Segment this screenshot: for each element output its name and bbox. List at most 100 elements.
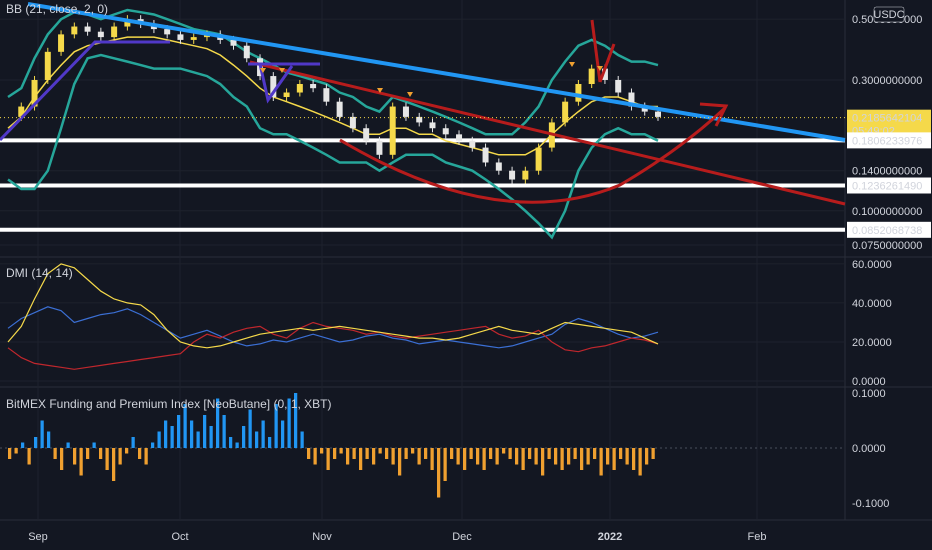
funding-bar <box>320 448 324 454</box>
candle-body <box>402 106 409 117</box>
signal-triangle <box>377 88 383 93</box>
candle-body <box>349 116 356 129</box>
signal-triangle <box>597 66 603 71</box>
funding-bar <box>307 448 311 459</box>
funding-indicator-label[interactable]: BitMEX Funding and Premium Index [NeoBut… <box>6 397 332 411</box>
pattern-line-purple <box>0 40 170 142</box>
funding-bar <box>437 448 441 498</box>
candle-body <box>270 76 277 98</box>
funding-bar <box>118 448 122 465</box>
candle-body <box>509 170 516 180</box>
dmi-plus-line <box>7 306 659 349</box>
candle-body <box>389 106 396 155</box>
candle-body <box>97 31 104 38</box>
funding-bar <box>638 448 642 476</box>
funding-bar <box>372 448 376 465</box>
funding-bar <box>352 448 356 459</box>
funding-bar <box>326 448 330 470</box>
funding-bar <box>398 448 402 476</box>
candle-body <box>58 34 65 52</box>
funding-bar <box>346 448 350 465</box>
funding-bar <box>417 448 421 465</box>
funding-bar <box>339 448 343 454</box>
funding-bar <box>651 448 655 459</box>
candle-body <box>456 134 463 141</box>
candle-body <box>230 39 237 46</box>
signal-triangle <box>407 92 413 97</box>
funding-bar <box>450 448 454 459</box>
funding-bar <box>300 431 304 448</box>
marker-line-red <box>598 43 616 83</box>
funding-bar <box>625 448 629 465</box>
funding-bar <box>528 448 532 459</box>
funding-bar <box>27 448 31 465</box>
funding-bar <box>508 448 512 459</box>
candle-body <box>164 29 171 35</box>
funding-bar <box>359 448 363 470</box>
funding-bar <box>34 437 38 448</box>
price-tick-label: 0.1000000000 <box>852 206 922 218</box>
funding-bar <box>151 442 155 448</box>
funding-bar <box>196 431 200 448</box>
funding-bar <box>482 448 486 470</box>
funding-bar <box>99 448 103 459</box>
currency-badge <box>873 6 905 23</box>
funding-bar <box>8 448 12 459</box>
candle-body <box>601 68 608 80</box>
funding-tick-label: 0.1000 <box>852 388 886 400</box>
funding-bar <box>424 448 428 459</box>
candle-body <box>336 101 343 117</box>
funding-bar <box>541 448 545 476</box>
candle-body <box>111 26 118 38</box>
funding-bar <box>157 431 161 448</box>
funding-bar <box>411 448 415 454</box>
funding-bar <box>378 448 382 454</box>
candle-body <box>575 84 582 102</box>
funding-bar <box>190 420 194 448</box>
funding-bar <box>404 448 408 459</box>
bb-indicator-label[interactable]: BB (21, close, 2, 0) <box>6 2 109 16</box>
candle-body <box>562 101 569 123</box>
candle-body <box>177 34 184 40</box>
candle-body <box>376 140 383 155</box>
funding-bar <box>333 448 337 459</box>
candle-body <box>190 37 197 40</box>
funding-bar <box>580 448 584 470</box>
dmi-tick-label: 60.0000 <box>852 259 892 271</box>
funding-bar <box>60 448 64 470</box>
funding-bar <box>645 448 649 465</box>
funding-bar <box>131 437 135 448</box>
candle-body <box>655 111 661 117</box>
funding-bar <box>242 426 246 448</box>
funding-bar <box>281 420 285 448</box>
time-tick-label: Dec <box>452 531 472 543</box>
funding-bar <box>138 448 142 459</box>
funding-bar <box>255 431 259 448</box>
dmi-tick-label: 40.0000 <box>852 298 892 310</box>
funding-bar <box>619 448 623 459</box>
funding-bar <box>606 448 610 465</box>
currency-label: USDC <box>873 9 904 21</box>
funding-bar <box>73 448 77 465</box>
funding-bar <box>144 448 148 465</box>
funding-bar <box>313 448 317 465</box>
funding-bar <box>632 448 636 470</box>
dmi-indicator-label[interactable]: DMI (14, 14) <box>6 266 73 280</box>
funding-bar <box>287 398 291 448</box>
candle-body <box>18 106 25 117</box>
funding-bar <box>248 409 252 448</box>
arrow-head-red <box>699 102 729 127</box>
candle-body <box>296 84 303 93</box>
funding-bar <box>79 448 83 476</box>
funding-bar <box>521 448 525 470</box>
price-tick-label: 0.1400000000 <box>852 166 922 178</box>
funding-bar <box>105 448 109 470</box>
funding-bar <box>183 404 187 448</box>
funding-bar <box>515 448 519 465</box>
candle-body <box>641 106 648 112</box>
funding-bar <box>469 448 473 459</box>
candle-body <box>495 162 502 171</box>
price-tick-label: 0.0750000000 <box>852 240 922 252</box>
dmi-tick-label: 0.0000 <box>852 376 886 388</box>
